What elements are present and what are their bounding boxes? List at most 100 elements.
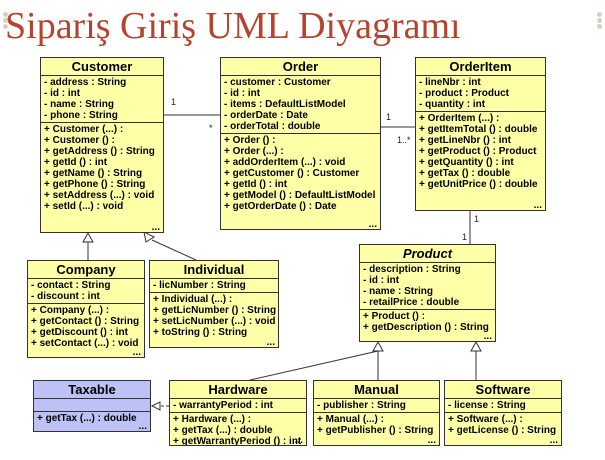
class-name: Company: [28, 261, 144, 279]
attribute-row: - retailPrice : double: [363, 297, 460, 308]
class-name: Product: [360, 245, 495, 263]
operation-row: + Individual (...) :: [153, 294, 233, 305]
operation-row: + getUnitPrice () : double: [419, 179, 538, 190]
class-name: Order: [221, 58, 380, 76]
operation-row: + Software (...) :: [448, 414, 523, 425]
operation-row: + getName () : String: [44, 168, 143, 179]
class-product[interactable]: Product - description : String - id : int -…: [359, 244, 496, 342]
operation-row: + setAddress (...) : void: [44, 190, 155, 201]
attributes-section: - warrantyPeriod : int: [170, 399, 306, 413]
operation-row: + getDiscount () : int: [31, 327, 128, 338]
class-name: Taxable: [34, 381, 150, 399]
class-name: Individual: [150, 261, 278, 279]
operation-row: + getPublisher () : String: [317, 425, 434, 436]
operation-row: + getQuantity () : int: [419, 157, 514, 168]
attribute-row: - quantity : int: [419, 99, 486, 110]
operations-section: + Product () : + getDescription () : Stri…: [360, 310, 495, 334]
class-name: Hardware: [170, 381, 306, 399]
operation-row: + getItemTotal () : double: [419, 124, 538, 135]
attributes-section: - lineNbr : int - product : Product - quan…: [416, 76, 545, 112]
operation-row: + getAddress () : String: [44, 146, 155, 157]
class-software[interactable]: Software - license : String + Software (..…: [444, 380, 562, 446]
ellipsis-marker: ...: [427, 435, 436, 446]
attribute-row: - customer : Customer: [224, 77, 331, 88]
attribute-row: - lineNbr : int: [419, 77, 481, 88]
attribute-row: - product : Product: [419, 88, 509, 99]
class-customer[interactable]: Customer - address : String - id : int - na…: [40, 57, 164, 233]
class-company[interactable]: Company - contact : String - discount : in…: [27, 260, 145, 358]
class-hardware[interactable]: Hardware - warrantyPeriod : int + Hardware…: [169, 380, 307, 446]
operation-row: + getCustomer () : Customer: [224, 168, 360, 179]
ellipsis-marker: ...: [483, 331, 492, 342]
attributes-section: - customer : Customer - id : int - items :…: [221, 76, 380, 134]
attributes-section: - publisher : String: [314, 399, 439, 413]
attribute-row: - discount : int: [31, 291, 100, 302]
ellipsis-marker: ...: [151, 222, 160, 233]
operation-row: + addOrderItem (...) : void: [224, 157, 346, 168]
attribute-row: - orderTotal : double: [224, 121, 321, 132]
operations-section: + Hardware (...) : + getTax (...) : doubl…: [170, 413, 306, 446]
multiplicity-item-product-bottom: 1: [462, 232, 468, 242]
operation-row: + Customer () :: [44, 135, 115, 146]
operation-row: + getId () : int: [224, 179, 288, 190]
class-manual[interactable]: Manual - publisher : String + Manual (...)…: [313, 380, 440, 446]
attribute-row: - warrantyPeriod : int: [173, 400, 274, 411]
operation-row: + Company (...) :: [31, 305, 110, 316]
ellipsis-marker: ...: [266, 337, 275, 348]
gen-individual-customer: [151, 239, 197, 261]
attribute-row: - name : String: [363, 286, 434, 297]
gen-hardware-product: [249, 350, 379, 381]
gen-arrow-product-right: [470, 340, 482, 352]
attribute-row: - id : int: [44, 88, 81, 99]
right-edge-dots: [597, 12, 602, 17]
multiplicity-item-product-top: 1: [474, 214, 480, 224]
gen-arrow-product-left: [372, 340, 384, 352]
attribute-row: - id : int: [363, 275, 400, 286]
operation-row: + getProduct () : Product: [419, 146, 537, 157]
realize-arrow-taxable: [150, 401, 161, 411]
operations-section: + Manual (...) : + getPublisher () : Stri…: [314, 413, 439, 437]
attribute-row: - orderDate : Date: [224, 110, 308, 121]
operation-row: + getTax (...) : double: [173, 425, 273, 436]
class-name: Software: [445, 381, 561, 399]
multiplicity-order-item-many: 1..*: [397, 135, 411, 145]
operation-row: + getOrderDate () : Date: [224, 201, 337, 212]
operation-row: + getLicNumber () : String: [153, 305, 277, 316]
attribute-row: - name : String: [44, 99, 115, 110]
operations-section: + OrderItem (...) : + getItemTotal () : d…: [416, 112, 545, 191]
attributes-section: - description : String - id : int - name :…: [360, 263, 495, 310]
gen-arrow-customer-left: [82, 231, 94, 243]
class-order[interactable]: Order - customer : Customer - id : int - it…: [220, 57, 381, 230]
class-taxable[interactable]: Taxable + getTax (...) : double...: [33, 380, 151, 432]
operation-row: + getPhone () : String: [44, 179, 146, 190]
operations-section: + Customer (...) : + Customer () : + getAd…: [41, 123, 163, 213]
attribute-row: - licNumber : String: [153, 280, 246, 291]
class-name: OrderItem: [416, 58, 545, 76]
operations-section: + Company (...) : + getContact () : Strin…: [28, 304, 144, 350]
operation-row: + getLineNbr () : int: [419, 135, 511, 146]
attributes-section: - license : String: [445, 399, 561, 413]
operation-row: + setContact (...) : void: [31, 338, 139, 349]
operation-row: + getContact () : String: [31, 316, 140, 327]
operation-row: + getWarrantyPeriod () : int: [173, 436, 302, 446]
operation-row: + setLicNumber (...) : void: [153, 316, 276, 327]
class-individual[interactable]: Individual - licNumber : String + Individu…: [149, 260, 279, 348]
attribute-row: - publisher : String: [317, 400, 406, 411]
attribute-row: - phone : String: [44, 110, 118, 121]
operation-row: + toString () : String: [153, 327, 248, 338]
operation-row: + Order (...) :: [224, 146, 284, 157]
operations-section: + Individual (...) : + getLicNumber () : …: [150, 293, 278, 339]
ellipsis-marker: ...: [132, 347, 141, 358]
operation-row: + Order () :: [224, 135, 276, 146]
class-name: Manual: [314, 381, 439, 399]
operation-row: + getTax () : double: [419, 168, 511, 179]
attribute-row: - license : String: [448, 400, 526, 411]
ellipsis-marker: ...: [138, 421, 147, 432]
ellipsis-marker: ...: [294, 435, 303, 446]
attributes-section: [34, 399, 150, 412]
attribute-row: - address : String: [44, 77, 127, 88]
attribute-row: - items : DefaultListModel: [224, 99, 346, 110]
multiplicity-customer-order-many: *: [209, 123, 213, 133]
class-orderitem[interactable]: OrderItem - lineNbr : int - product : Prod…: [415, 57, 546, 211]
